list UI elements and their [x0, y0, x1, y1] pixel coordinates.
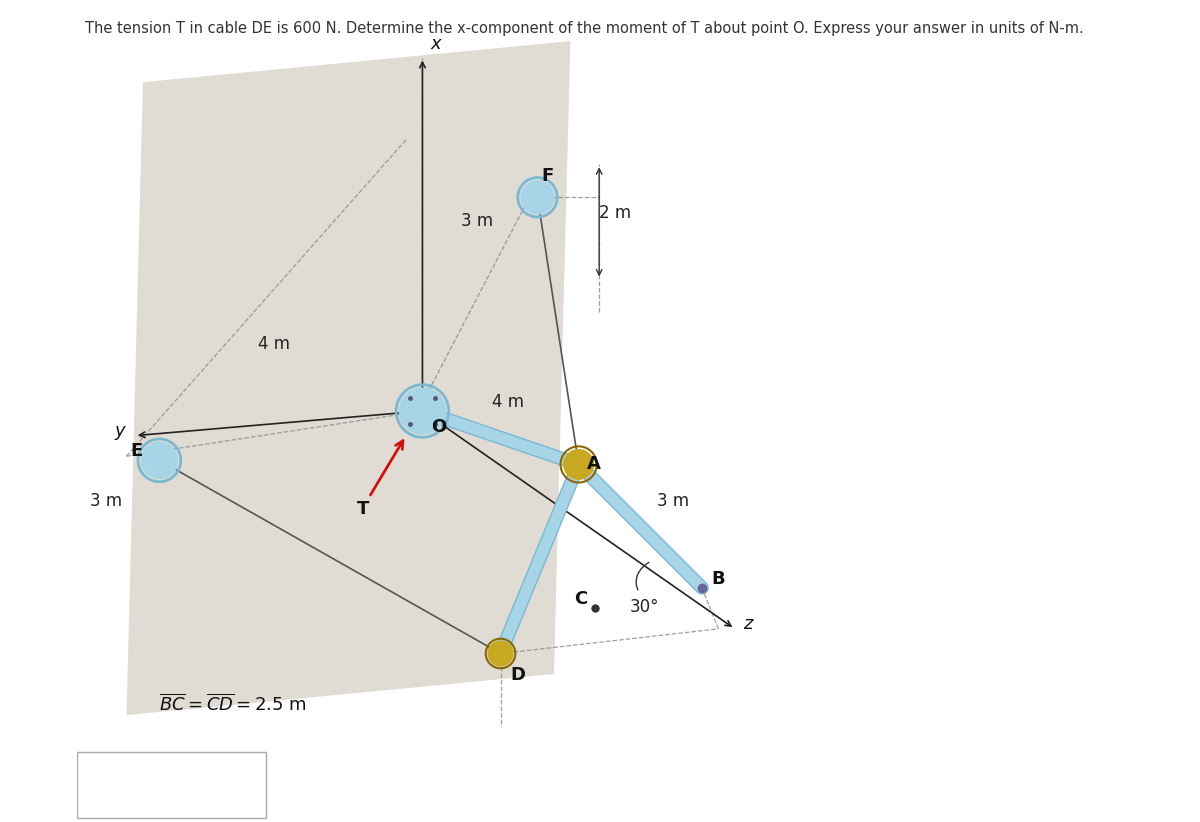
- Circle shape: [521, 181, 554, 214]
- Text: E: E: [131, 442, 143, 460]
- Text: 30°: 30°: [630, 598, 659, 616]
- Text: O: O: [431, 418, 446, 436]
- Text: y: y: [114, 422, 125, 440]
- Text: z: z: [743, 615, 752, 633]
- Text: F: F: [541, 167, 554, 185]
- Circle shape: [564, 450, 594, 479]
- Text: 4 m: 4 m: [258, 335, 290, 353]
- Text: C: C: [575, 590, 588, 608]
- Circle shape: [142, 442, 178, 478]
- Text: 3 m: 3 m: [656, 492, 689, 510]
- Text: 4 m: 4 m: [492, 393, 524, 411]
- Text: B: B: [712, 570, 726, 588]
- FancyBboxPatch shape: [77, 752, 266, 818]
- Circle shape: [488, 641, 512, 666]
- Text: x: x: [431, 35, 442, 53]
- Text: 2 m: 2 m: [599, 204, 631, 222]
- Text: A: A: [587, 455, 601, 473]
- Text: $\overline{BC} = \overline{CD} = 2.5$ m: $\overline{BC} = \overline{CD} = 2.5$ m: [160, 694, 307, 715]
- Text: T: T: [356, 500, 370, 518]
- Text: The tension T in cable DE is 600 N. Determine the x-component of the moment of T: The tension T in cable DE is 600 N. Dete…: [85, 21, 1084, 35]
- Text: 3 m: 3 m: [90, 492, 122, 510]
- Text: D: D: [510, 666, 526, 684]
- Circle shape: [400, 388, 445, 434]
- Text: 3 m: 3 m: [461, 212, 493, 230]
- Polygon shape: [126, 41, 570, 715]
